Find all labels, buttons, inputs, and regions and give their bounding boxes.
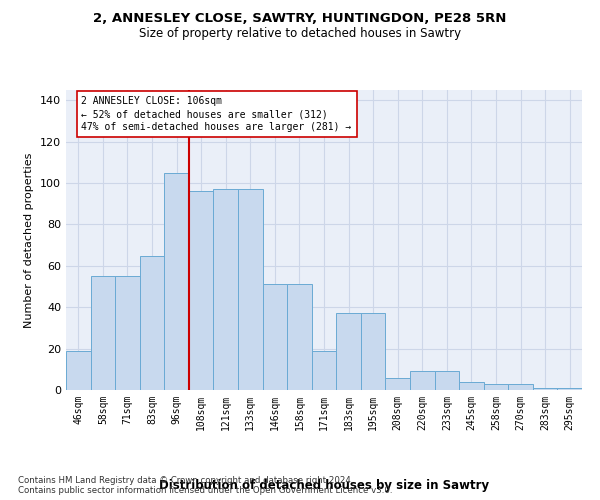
Bar — [557, 388, 582, 390]
Bar — [459, 382, 484, 390]
Bar — [434, 372, 459, 390]
Bar — [385, 378, 410, 390]
Bar — [238, 190, 263, 390]
Bar — [91, 276, 115, 390]
Bar — [336, 314, 361, 390]
Bar — [312, 350, 336, 390]
Bar — [410, 372, 434, 390]
Bar — [361, 314, 385, 390]
Bar — [189, 192, 214, 390]
Y-axis label: Number of detached properties: Number of detached properties — [25, 152, 34, 328]
Bar — [263, 284, 287, 390]
Bar — [164, 173, 189, 390]
Text: Contains HM Land Registry data © Crown copyright and database right 2024.
Contai: Contains HM Land Registry data © Crown c… — [18, 476, 392, 495]
X-axis label: Distribution of detached houses by size in Sawtry: Distribution of detached houses by size … — [159, 478, 489, 492]
Bar — [484, 384, 508, 390]
Bar — [115, 276, 140, 390]
Text: 2, ANNESLEY CLOSE, SAWTRY, HUNTINGDON, PE28 5RN: 2, ANNESLEY CLOSE, SAWTRY, HUNTINGDON, P… — [94, 12, 506, 26]
Bar — [533, 388, 557, 390]
Bar — [140, 256, 164, 390]
Bar — [214, 190, 238, 390]
Text: 2 ANNESLEY CLOSE: 106sqm
← 52% of detached houses are smaller (312)
47% of semi-: 2 ANNESLEY CLOSE: 106sqm ← 52% of detach… — [82, 96, 352, 132]
Text: Size of property relative to detached houses in Sawtry: Size of property relative to detached ho… — [139, 28, 461, 40]
Bar — [508, 384, 533, 390]
Bar — [66, 350, 91, 390]
Bar — [287, 284, 312, 390]
